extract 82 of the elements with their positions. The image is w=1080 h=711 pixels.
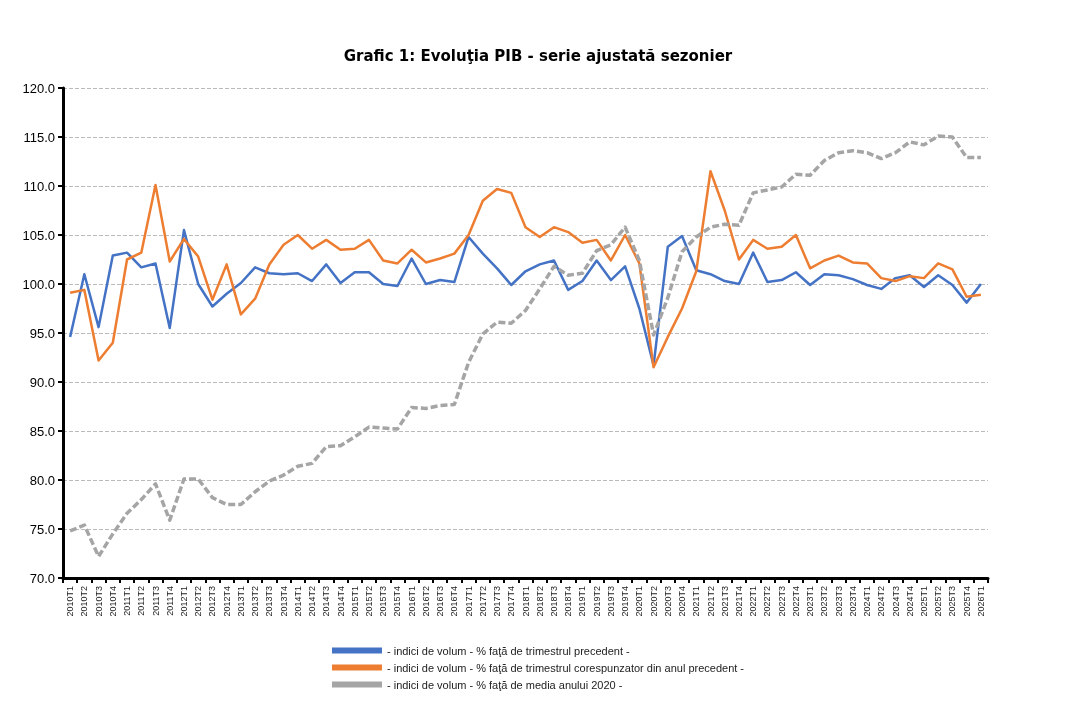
x-tick-label: 2024T1 [862, 586, 873, 617]
x-tick-label: 2012T3 [207, 586, 218, 617]
chart-title: Grafic 1: Evoluţia PIB - serie ajustată sezonier [343, 46, 733, 65]
x-tick-label: 2017T1 [463, 586, 474, 617]
x-tick-label: 2015T1 [349, 586, 360, 617]
x-tick-label: 2013T4 [278, 586, 289, 617]
x-tick-label: 2020T2 [648, 586, 659, 617]
line-series [68, 134, 983, 559]
x-tick-label: 2011T3 [150, 586, 161, 616]
x-tick-label: 2016T3 [435, 586, 446, 617]
x-tick-label: 2013T2 [250, 586, 261, 617]
x-tick-label: 2018T3 [548, 586, 559, 617]
x-tick-label: 2012T1 [178, 586, 189, 617]
x-tick-label: 2010T4 [107, 586, 118, 617]
x-tick-label: 2014T1 [292, 586, 303, 617]
x-tick-label: 2015T4 [392, 586, 403, 617]
x-tick-label: 2012T4 [221, 586, 232, 617]
y-tick-label: 105.0 [22, 227, 55, 243]
y-tick-label: 70.0 [29, 570, 55, 586]
x-tick-label: 2019T4 [620, 586, 631, 617]
line-series [68, 170, 983, 369]
x-tick-label: 2024T3 [890, 586, 901, 617]
x-tick-label: 2011T1 [122, 586, 133, 616]
y-tick-label: 120.0 [22, 80, 55, 96]
y-tick-label: 90.0 [29, 374, 55, 390]
x-tick-label: 2025T1 [918, 586, 929, 617]
y-tick-label: 95.0 [29, 325, 55, 341]
x-tick-label: 2026T1 [975, 586, 986, 617]
x-tick-label: 2014T2 [307, 586, 318, 617]
x-tick-label: 2013T1 [235, 586, 246, 617]
x-tick-label: 2011T2 [136, 586, 147, 616]
x-tick-label: 2017T4 [506, 586, 517, 617]
x-tick-label: 2017T2 [477, 586, 488, 617]
x-tick-label: 2023T2 [819, 586, 830, 617]
x-tick-label: 2017T3 [492, 586, 503, 617]
legend-label: - indici de volum - % faţă de media anului 2020 - [386, 678, 623, 691]
legend-label: - indici de volum - % faţă de trimestrul corespunzator din anul precedent - [386, 661, 745, 674]
x-tick-label: 2023T1 [805, 586, 816, 617]
x-tick-label: 2013T3 [264, 586, 275, 617]
y-tick-label: 110.0 [23, 178, 55, 194]
x-tick-label: 2016T2 [420, 586, 431, 617]
x-tick-label: 2022T1 [748, 586, 759, 617]
x-tick-label: 2025T2 [933, 586, 944, 617]
x-tick-label: 2015T3 [378, 586, 389, 617]
x-tick-label: 2011T4 [164, 586, 175, 616]
x-tick-label: 2022T2 [762, 586, 773, 617]
x-tick-label: 2010T2 [79, 586, 90, 617]
x-tick-label: 2018T2 [534, 586, 545, 617]
x-tick-label: 2021T4 [733, 586, 744, 617]
x-tick-label: 2025T4 [961, 586, 972, 617]
x-tick-label: 2015T2 [363, 586, 374, 617]
x-tick-label: 2021T1 [691, 586, 702, 617]
x-tick-label: 2012T2 [193, 586, 204, 617]
y-tick-label: 85.0 [29, 423, 55, 439]
x-tick-label: 2024T2 [876, 586, 887, 617]
x-tick-label: 2021T2 [705, 586, 716, 617]
x-tick-label: 2010T1 [65, 586, 76, 617]
x-tick-label: 2016T4 [449, 586, 460, 617]
x-tick-label: 2020T1 [634, 586, 645, 617]
x-tick-label: 2018T4 [563, 586, 574, 617]
y-tick-label: 100.0 [22, 276, 55, 292]
x-tick-label: 2018T1 [520, 586, 531, 617]
x-tick-label: 2019T3 [605, 586, 616, 617]
x-tick-label: 2016T1 [406, 586, 417, 617]
x-tick-label: 2019T1 [577, 586, 588, 617]
x-tick-label: 2021T3 [719, 586, 730, 617]
x-tick-label: 2022T4 [790, 586, 801, 617]
x-tick-label: 2025T3 [947, 586, 958, 617]
x-tick-label: 2014T3 [321, 586, 332, 617]
y-tick-label: 80.0 [29, 472, 55, 488]
x-tick-label: 2023T4 [847, 586, 858, 617]
x-tick-label: 2020T4 [677, 586, 688, 617]
legend-label: - indici de volum - % faţă de trimestrul precedent - [386, 644, 631, 657]
x-tick-label: 2023T3 [833, 586, 844, 617]
x-tick-label: 2019T2 [591, 586, 602, 617]
y-tick-label: 115.0 [23, 129, 55, 145]
x-tick-label: 2014T4 [335, 586, 346, 617]
x-tick-label: 2020T3 [662, 586, 673, 617]
y-tick-label: 75.0 [29, 521, 55, 537]
x-tick-label: 2022T3 [776, 586, 787, 617]
x-tick-label: 2010T3 [93, 586, 104, 617]
x-tick-label: 2024T4 [904, 586, 915, 617]
